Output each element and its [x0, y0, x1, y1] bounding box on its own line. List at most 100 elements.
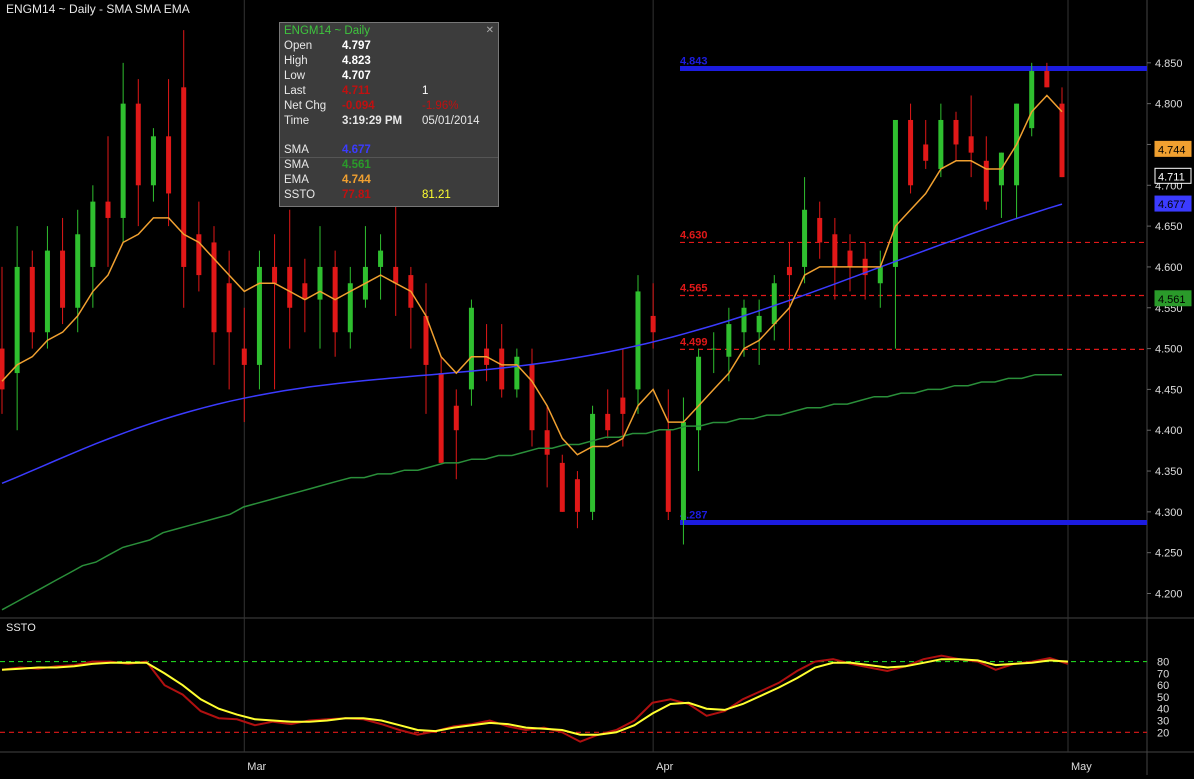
tooltip-high-row: High 4.823 [284, 55, 494, 70]
level-label: 4.843 [680, 56, 708, 68]
x-tick-label: Mar [247, 761, 266, 773]
candle-body [756, 315, 762, 333]
data-window-tooltip[interactable]: ENGM14 ~ Daily ✕ Open 4.797 High 4.823 Low 4.… [279, 22, 499, 207]
level-label: 4.565 [680, 283, 708, 295]
tooltip-time-value: 3:19:29 PM [342, 115, 403, 127]
price-label-text: 4.744 [1158, 144, 1186, 156]
candle-body [514, 356, 520, 390]
candle-body [650, 315, 656, 333]
candle-body [983, 160, 989, 202]
close-icon[interactable]: ✕ [485, 25, 494, 36]
candle-body [317, 266, 323, 300]
candle-body [90, 201, 96, 267]
ssto-tick-label: 70 [1157, 668, 1169, 680]
candle-body [817, 217, 823, 243]
tooltip-low-value: 4.707 [342, 70, 371, 82]
candle-body [726, 324, 732, 357]
candle-body [559, 462, 565, 512]
candle-body [120, 103, 126, 218]
candle-body [60, 250, 66, 308]
x-tick-label: Apr [656, 761, 673, 773]
tooltip-last-extra: 1 [422, 85, 429, 97]
candle-body [832, 234, 838, 267]
tooltip-net-chg-key: Net Chg [284, 100, 327, 112]
candle-body [14, 266, 20, 374]
candle-body [393, 266, 399, 284]
candle-body [302, 283, 308, 300]
candle-body [166, 136, 172, 194]
y-tick-label: 4.350 [1155, 466, 1183, 478]
candle-body [908, 119, 914, 186]
candle-body [923, 144, 929, 161]
y-tick-label: 4.650 [1155, 221, 1183, 233]
candle-body [468, 307, 474, 390]
tooltip-ind-ema-key: EMA [284, 174, 309, 186]
candle-body [953, 119, 959, 145]
tooltip-net-chg-extra: -1.96% [422, 100, 459, 112]
level-label: 4.630 [680, 229, 708, 241]
tooltip-ind-sma-row: SMA 4.561 [284, 159, 494, 174]
candle-body [135, 103, 141, 186]
candle-body [544, 430, 550, 455]
candle-body [1059, 103, 1065, 178]
tooltip-open-value: 4.797 [342, 40, 371, 52]
tooltip-last-key: Last [284, 85, 306, 97]
price-label-box [1154, 290, 1192, 307]
tooltip-net-chg-value: -0.094 [342, 100, 375, 112]
price-label-text: 4.711 [1158, 171, 1185, 183]
tooltip-low-key: Low [284, 70, 306, 82]
tooltip-time-key: Time [284, 115, 310, 127]
price-label-box [1154, 140, 1192, 157]
candle-body [892, 119, 898, 267]
candle-body [75, 234, 81, 308]
tooltip-high-value: 4.823 [342, 55, 371, 67]
tooltip-net-chg-row: Net Chg -0.094 -1.96% [284, 100, 494, 115]
tooltip-ind-sma-row: SMA 4.677 [284, 144, 494, 159]
ssto-tick-label: 40 [1157, 704, 1169, 716]
tooltip-low-row: Low 4.707 [284, 70, 494, 85]
candle-body [938, 119, 944, 169]
candle-body [347, 283, 353, 333]
tooltip-ind-sma-key: SMA [284, 159, 309, 171]
candle-body [605, 413, 611, 431]
candle-body [680, 422, 686, 521]
candle-body [226, 283, 232, 333]
candle-body [105, 201, 111, 218]
tooltip-ind-ema-row: EMA 4.744 [284, 174, 494, 189]
candle-body [741, 307, 747, 333]
candle-body [696, 356, 702, 431]
price-label-text: 4.677 [1158, 199, 1186, 211]
ssto-tick-label: 80 [1157, 657, 1169, 669]
tooltip-divider [280, 157, 498, 158]
candle-body [272, 266, 278, 284]
candle-body [1044, 70, 1050, 88]
ema-line [1, 94, 1063, 456]
level-label: 4.287 [680, 509, 708, 521]
y-tick-label: 4.800 [1155, 99, 1183, 111]
tooltip-title: ENGM14 ~ Daily [284, 25, 370, 37]
y-tick-label: 4.450 [1155, 384, 1183, 396]
candle-body [256, 266, 262, 365]
candle-body [423, 315, 429, 365]
tooltip-ind-ssto-value: 77.81 [342, 189, 371, 201]
candle-body [847, 250, 853, 267]
tooltip-last-value: 4.711 [342, 85, 371, 97]
y-tick-label: 4.500 [1155, 344, 1183, 356]
candle-body [590, 413, 596, 512]
candle-body [529, 364, 535, 431]
candle-body [1029, 70, 1035, 129]
ssto-tick-label: 60 [1157, 680, 1169, 692]
tooltip-open-row: Open 4.797 [284, 40, 494, 55]
tooltip-ind-ssto-row: SSTO 77.81 81.21 [284, 189, 494, 204]
candle-body [196, 234, 202, 276]
price-label-box [1154, 195, 1192, 212]
level-label: 4.499 [680, 336, 708, 348]
candle-body [786, 266, 792, 276]
y-tick-label: 4.300 [1155, 507, 1183, 519]
tooltip-ind-ema-value: 4.744 [342, 174, 371, 186]
tooltip-ind-ssto-key: SSTO [284, 189, 316, 201]
candle-body [665, 430, 671, 512]
